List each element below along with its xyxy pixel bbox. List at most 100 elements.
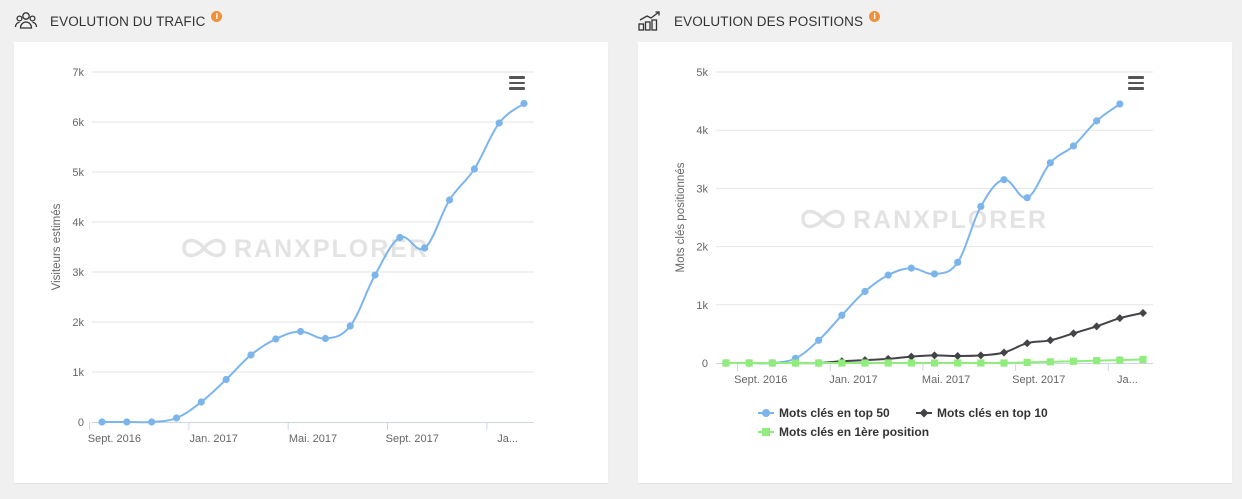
watermark: RANXPLORER [801, 206, 1048, 234]
data-point [1000, 359, 1008, 367]
data-point [296, 327, 305, 336]
data-point [930, 351, 939, 360]
info-icon[interactable]: i [869, 10, 881, 22]
data-point [1093, 357, 1101, 365]
data-point [1116, 100, 1124, 108]
data-point [123, 418, 131, 426]
y-tick-label: 4k [72, 217, 84, 229]
positions-chart-card: RANXPLORER 0 1k 2k 3k 4k 5k Sept. 2016 Jan. 201… [638, 42, 1232, 483]
positions-panel-header: EVOLUTION DES POSITIONS i [638, 0, 881, 42]
data-point [977, 202, 985, 211]
data-point [247, 351, 255, 359]
data-point [148, 418, 156, 426]
chart-legend: Mots clés en top 50 Mots clés en top 10 … [638, 42, 1232, 483]
data-point [197, 398, 205, 406]
y-tick-label: 0 [78, 417, 84, 429]
y-tick-label: 2k [696, 242, 708, 254]
data-point [722, 359, 730, 367]
data-point [1115, 314, 1124, 323]
x-tick-label: Mai. 2017 [922, 374, 970, 386]
y-tick-label: 1k [696, 300, 708, 312]
data-point [1139, 355, 1147, 364]
data-point [1000, 176, 1008, 184]
data-point [396, 233, 404, 242]
data-point [861, 359, 869, 367]
data-point [977, 359, 985, 367]
data-point [1093, 117, 1101, 125]
watermark-text: RANXPLORER [234, 235, 429, 263]
data-point [768, 359, 776, 367]
y-tick-label: 5k [696, 67, 708, 79]
traffic-panel-title: EVOLUTION DU TRAFIC [50, 13, 206, 29]
data-point [1069, 357, 1078, 365]
y-tick-label: 7k [72, 67, 84, 79]
info-icon[interactable]: i [211, 10, 223, 22]
legend-diamond-marker [916, 408, 932, 418]
data-point [1092, 322, 1101, 331]
legend-item-first-position[interactable]: Mots clés en 1ère position [758, 425, 929, 439]
legend-square-marker [758, 428, 774, 436]
data-point [1023, 339, 1032, 348]
watermark: RANXPLORER [182, 235, 429, 263]
legend-circle-marker [758, 409, 774, 417]
data-point [98, 418, 106, 426]
x-tick-label: Sept. 2016 [88, 433, 141, 445]
data-point [953, 352, 962, 361]
data-point [470, 165, 478, 173]
y-tick-label: 3k [72, 267, 84, 279]
data-point [1069, 142, 1078, 150]
legend-label: Mots clés en top 10 [937, 406, 1048, 420]
data-point [321, 334, 330, 343]
data-point [1069, 329, 1078, 338]
data-point [272, 335, 280, 343]
legend-label: Mots clés en 1ère position [779, 425, 930, 439]
data-point [421, 244, 429, 252]
data-point [815, 336, 823, 344]
data-point [976, 351, 985, 360]
data-point [907, 359, 915, 367]
data-point [745, 359, 753, 367]
data-point [1139, 308, 1147, 317]
y-tick-label: 6k [72, 117, 84, 129]
x-tick-label: Ja... [1117, 374, 1138, 386]
chart-menu-button[interactable] [1128, 76, 1144, 90]
data-point [495, 119, 503, 127]
data-point [907, 352, 916, 361]
data-point [371, 271, 379, 279]
y-axis-label: Visiteurs estimés [51, 203, 63, 290]
data-point [1000, 348, 1008, 357]
legend-item-top50[interactable]: Mots clés en top 50 [758, 406, 890, 420]
data-point [445, 196, 454, 204]
data-point [884, 359, 892, 367]
x-tick-label: Ja... [497, 433, 518, 445]
data-point [1046, 336, 1055, 345]
data-point [930, 270, 939, 278]
y-tick-label: 0 [702, 358, 708, 370]
data-point [861, 287, 869, 296]
x-tick-label: Sept. 2017 [386, 433, 439, 445]
traffic-chart-card: RANXPLORER 0 1k 2k 3k 4k 5k 6k 7k Sept. 2016 Jan.… [14, 42, 608, 483]
y-tick-label: 3k [696, 183, 708, 195]
y-tick-label: 4k [696, 125, 708, 137]
chart-menu-button[interactable] [509, 76, 525, 90]
data-point [520, 99, 528, 108]
x-tick-label: Sept. 2017 [1012, 374, 1065, 386]
traffic-chart: RANXPLORER 0 1k 2k 3k 4k 5k 6k 7k Sept. 2016 Jan.… [51, 67, 534, 445]
watermark-logo-icon [182, 238, 226, 258]
legend-label: Mots clés en top 50 [779, 406, 890, 420]
x-tick-label: Sept. 2016 [734, 374, 787, 386]
data-point [1023, 194, 1031, 202]
y-tick-label: 5k [72, 167, 84, 179]
data-point [838, 359, 846, 367]
bar-growth-icon [638, 9, 662, 33]
data-point [954, 359, 962, 367]
data-point [172, 414, 181, 422]
watermark-logo-icon [801, 209, 845, 229]
data-point [815, 359, 823, 367]
y-tick-label: 1k [72, 367, 84, 379]
watermark-text: RANXPLORER [853, 206, 1048, 234]
legend-item-top10[interactable]: Mots clés en top 10 [916, 406, 1048, 420]
data-point [930, 359, 939, 367]
traffic-panel-header: EVOLUTION DU TRAFIC i [14, 0, 223, 42]
data-point [1116, 356, 1124, 364]
